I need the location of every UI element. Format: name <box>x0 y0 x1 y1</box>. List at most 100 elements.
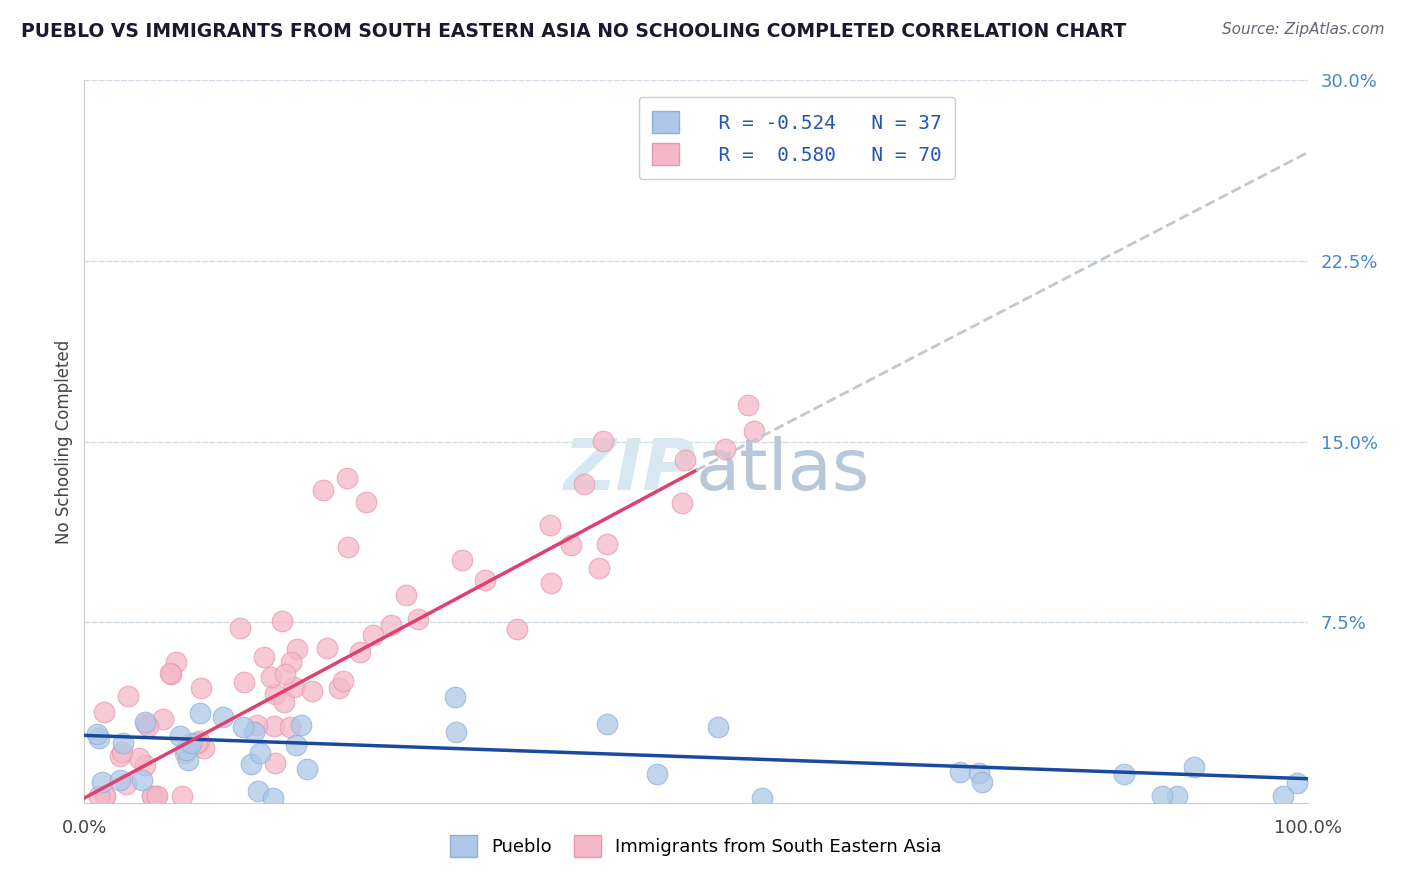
Point <box>264 687 287 701</box>
Point <box>239 756 262 771</box>
Point <box>91 775 114 789</box>
Point <box>970 775 993 789</box>
Point <box>180 736 202 750</box>
Point <box>280 655 302 669</box>
Point <box>190 681 212 695</box>
Point <box>174 746 197 760</box>
Point <box>572 477 595 491</box>
Point <box>249 747 271 761</box>
Point <box>160 667 183 681</box>
Point <box>134 715 156 730</box>
Point <box>93 705 115 719</box>
Point <box>135 716 157 731</box>
Point <box>1285 776 1308 790</box>
Point <box>131 772 153 787</box>
Point <box>128 751 150 765</box>
Point <box>177 753 200 767</box>
Point <box>967 766 990 780</box>
Point <box>271 614 294 628</box>
Point <box>671 496 693 510</box>
Point <box>380 618 402 632</box>
Point <box>645 767 668 781</box>
Point <box>451 553 474 567</box>
Point <box>540 576 562 591</box>
Point <box>136 719 159 733</box>
Point <box>1152 789 1174 803</box>
Point <box>538 518 561 533</box>
Point <box>506 622 529 636</box>
Point <box>283 680 305 694</box>
Point <box>233 675 256 690</box>
Point <box>117 689 139 703</box>
Point <box>93 789 115 803</box>
Point <box>108 772 131 787</box>
Point <box>169 729 191 743</box>
Point <box>108 749 131 764</box>
Point <box>596 537 619 551</box>
Point <box>141 789 163 803</box>
Point <box>588 561 610 575</box>
Point <box>707 720 730 734</box>
Point <box>560 538 582 552</box>
Point <box>94 789 117 803</box>
Point <box>408 612 430 626</box>
Point <box>165 655 187 669</box>
Point <box>596 717 619 731</box>
Point <box>395 588 418 602</box>
Point <box>285 738 308 752</box>
Point <box>172 789 194 803</box>
Point <box>332 673 354 688</box>
Point <box>592 434 614 448</box>
Point <box>141 789 163 803</box>
Point <box>336 470 359 484</box>
Point <box>146 789 169 803</box>
Point <box>115 777 138 791</box>
Text: atlas: atlas <box>696 436 870 505</box>
Point <box>1166 789 1188 803</box>
Point <box>274 666 297 681</box>
Point <box>246 718 269 732</box>
Point <box>193 740 215 755</box>
Point <box>253 649 276 664</box>
Point <box>737 398 759 412</box>
Point <box>316 640 339 655</box>
Point <box>190 706 212 721</box>
Point <box>285 642 308 657</box>
Point <box>188 734 211 748</box>
Point <box>290 717 312 731</box>
Text: PUEBLO VS IMMIGRANTS FROM SOUTH EASTERN ASIA NO SCHOOLING COMPLETED CORRELATION : PUEBLO VS IMMIGRANTS FROM SOUTH EASTERN … <box>21 22 1126 41</box>
Point <box>86 727 108 741</box>
Text: ZIP: ZIP <box>564 436 696 505</box>
Point <box>263 719 285 733</box>
Point <box>111 744 134 758</box>
Point <box>1182 760 1205 774</box>
Point <box>89 789 111 803</box>
Point <box>174 743 197 757</box>
Point <box>1272 789 1295 803</box>
Point <box>301 683 323 698</box>
Point <box>949 764 972 779</box>
Point <box>145 789 167 803</box>
Point <box>328 681 350 695</box>
Point <box>229 622 252 636</box>
Point <box>312 483 335 497</box>
Point <box>152 712 174 726</box>
Point <box>186 736 208 750</box>
Point <box>354 494 377 508</box>
Point <box>742 424 765 438</box>
Point <box>444 725 467 739</box>
Point <box>273 695 295 709</box>
Point <box>714 442 737 457</box>
Point <box>1112 767 1135 781</box>
Point <box>247 783 270 797</box>
Point <box>186 736 208 750</box>
Point <box>263 756 285 770</box>
Point <box>295 762 318 776</box>
Point <box>349 645 371 659</box>
Point <box>444 690 467 705</box>
Point <box>134 757 156 772</box>
Point <box>159 666 181 681</box>
Point <box>262 791 284 805</box>
Point <box>111 736 134 750</box>
Point <box>361 628 384 642</box>
